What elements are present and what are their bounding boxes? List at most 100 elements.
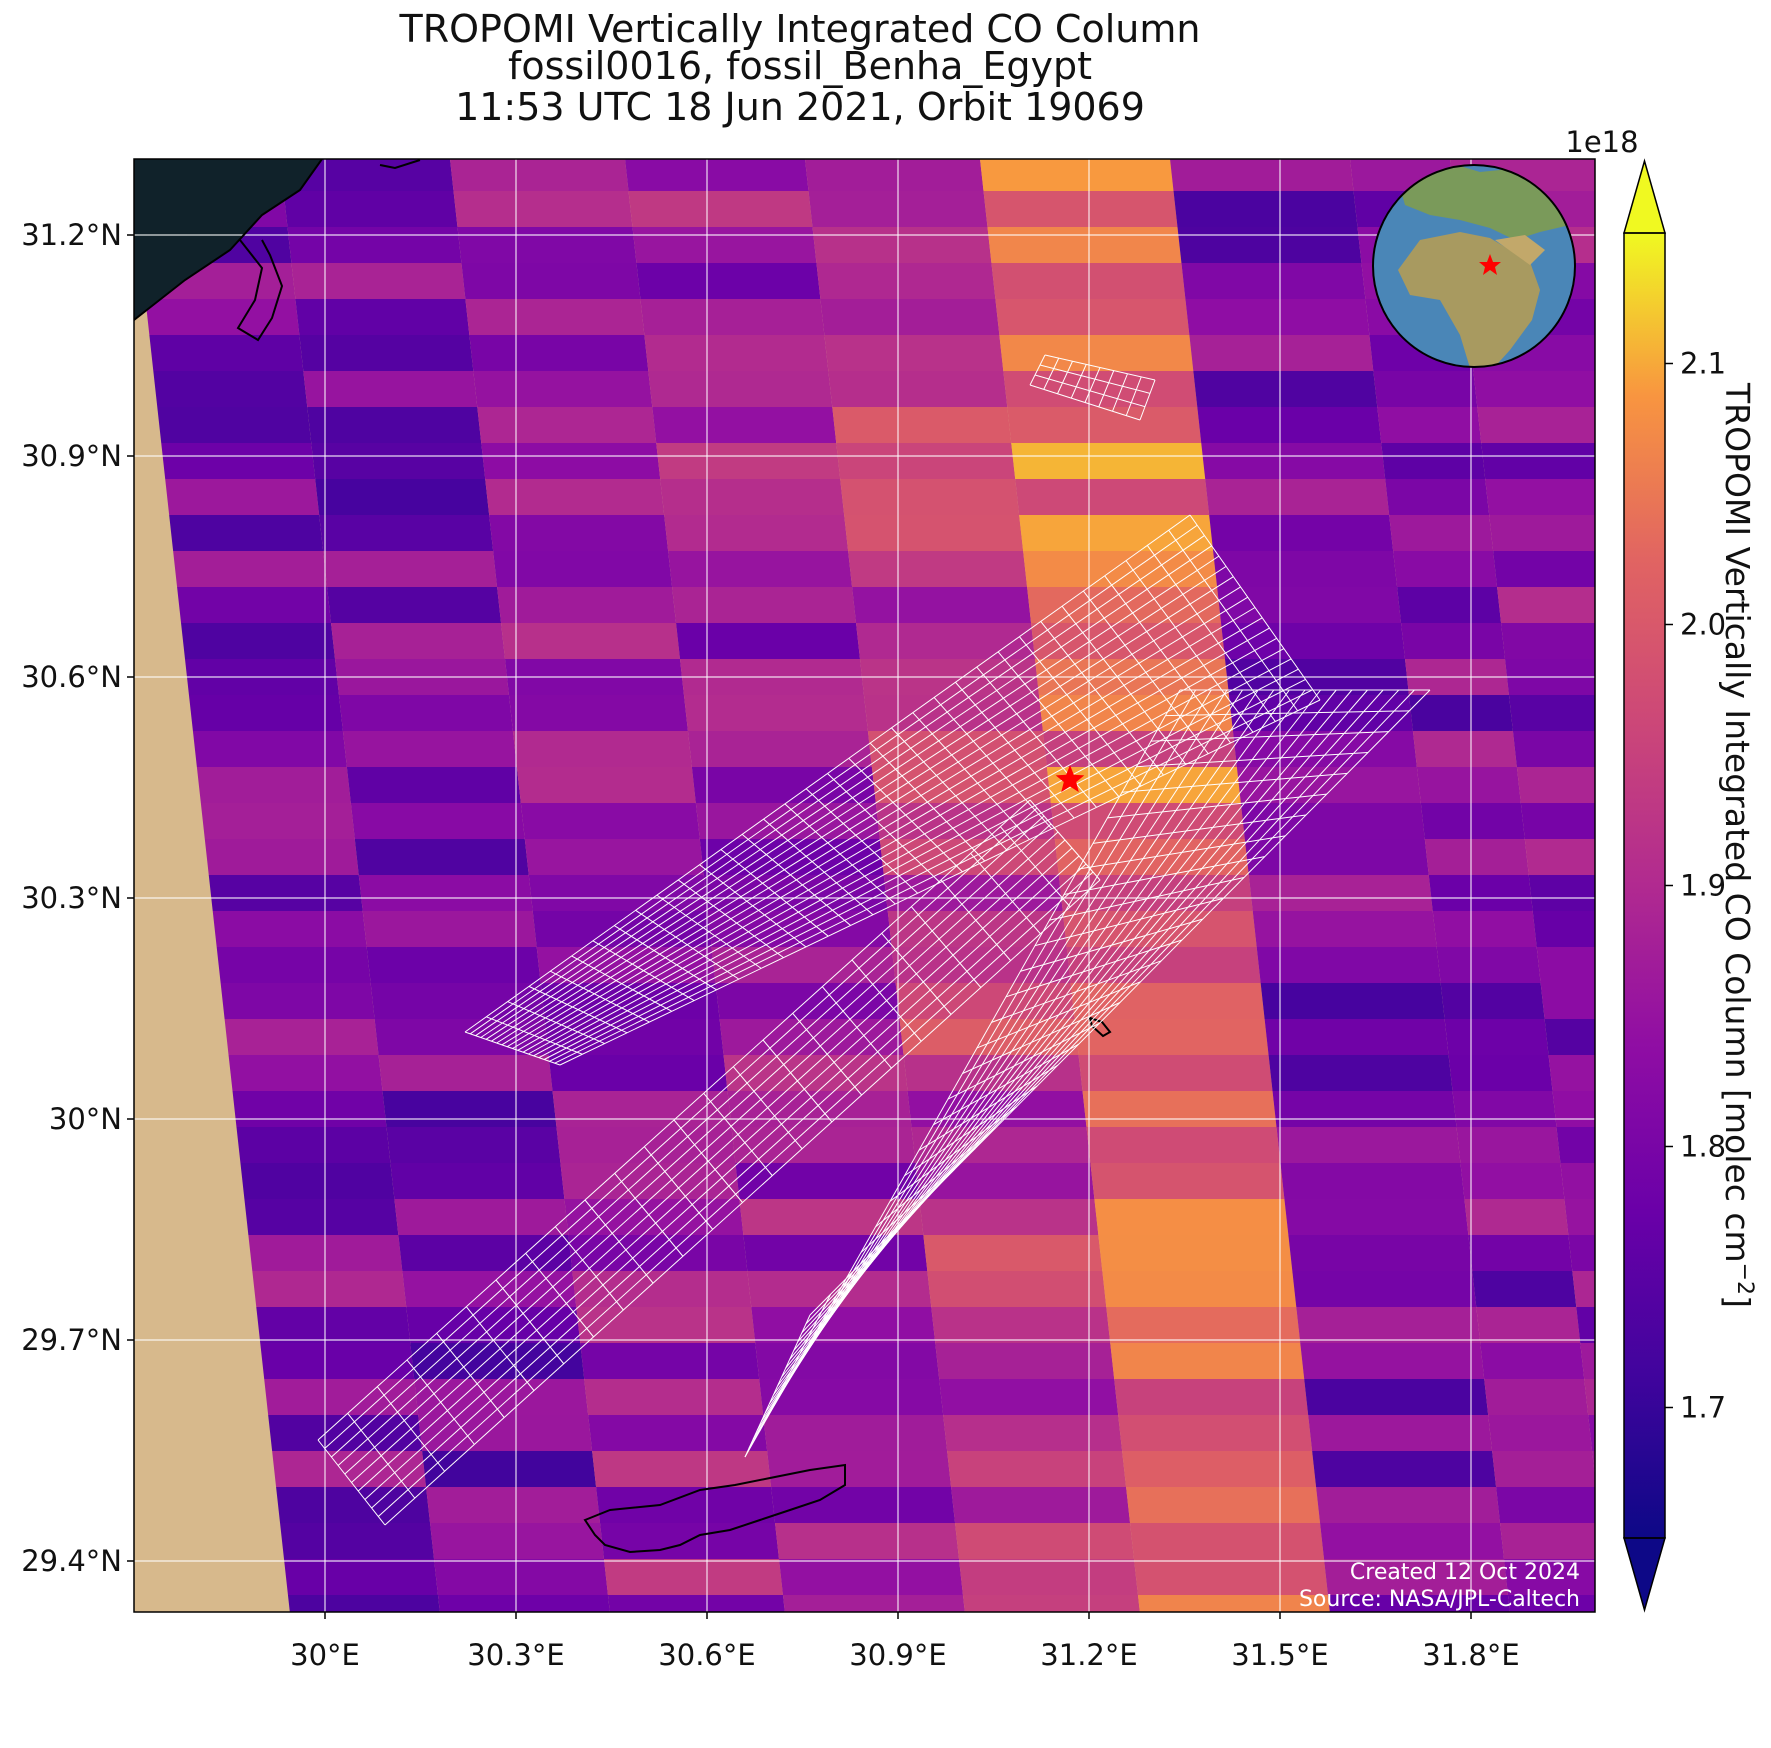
swath-pixel [805, 159, 984, 191]
swath-pixel [256, 1307, 411, 1343]
swath-pixel [1452, 1091, 1557, 1127]
swath-pixel [648, 371, 833, 407]
overlay-line [528, 637, 1277, 1055]
swath-pixel [683, 695, 868, 731]
y-tick-label: 30.3°N [21, 881, 122, 915]
swath-pixel [386, 1127, 561, 1163]
y-tick-label: 30°N [49, 1102, 122, 1136]
swath-pixel [1256, 947, 1441, 983]
colorbar-label-end: ] [1718, 1295, 1757, 1308]
swath-pixel [350, 803, 525, 839]
swath-pixel [1484, 1379, 1589, 1415]
swath-pixel [165, 479, 320, 515]
swath-pixel [848, 551, 1028, 587]
swath-pixel [927, 1271, 1107, 1307]
swath-pixel [1489, 515, 1595, 551]
map-area [126, 119, 1771, 1631]
swath-pixel [153, 371, 308, 407]
overlay-line [554, 689, 1313, 1064]
swath-pixel [477, 407, 657, 443]
overlay-line [501, 586, 1241, 1046]
x-tick-label: 31.2°E [1040, 1638, 1137, 1672]
swath-pixel [1508, 695, 1595, 731]
coastline-north [379, 159, 421, 170]
colorbar-tick-label: 1.7 [1680, 1391, 1726, 1425]
swath-pixel [1532, 911, 1595, 947]
overlay-line [1057, 361, 1073, 394]
swath-pixel [1397, 587, 1502, 623]
swath-pixel [1094, 1199, 1289, 1235]
swath-pixel [621, 119, 805, 155]
colorbar-tick-label: 1.9 [1680, 869, 1726, 903]
swath-pixel [173, 551, 328, 587]
swath-pixel [1217, 587, 1402, 623]
swath-pixel [481, 443, 661, 479]
swath-pixel [883, 875, 1063, 911]
swath-pixel [731, 1127, 916, 1163]
swath-pixel [1327, 1595, 1510, 1612]
swath-pixel [1516, 767, 1595, 803]
swath-pixel [291, 263, 466, 299]
swath-pixel [1268, 1055, 1453, 1091]
swath-pixel [767, 1451, 952, 1487]
overlay-line [317, 799, 1031, 1441]
swath-pixel [812, 227, 992, 263]
swath-pixel [1007, 407, 1202, 443]
swath-pixel [856, 623, 1035, 659]
swath-pixel [1122, 1451, 1317, 1487]
swath-pixel [279, 159, 454, 191]
swath-pixel [871, 767, 1051, 803]
swath-pixel [524, 839, 704, 875]
title-line-3: 11:53 UTC 18 Jun 2021, Orbit 19069 [455, 85, 1145, 129]
swath-pixel [983, 191, 1178, 227]
swath-pixel [224, 1019, 379, 1055]
swath-pixel [212, 911, 367, 947]
swath-pixel [1448, 1055, 1553, 1091]
overlay-line [1139, 379, 1156, 421]
swath-pixel [604, 1559, 783, 1595]
swath-pixel [1472, 1271, 1577, 1307]
y-tick-label: 31.2°N [21, 218, 122, 252]
swath-pixel [457, 227, 637, 263]
swath-pixel [1385, 479, 1490, 515]
title-line-2: fossil0016, fossil_Benha_Egypt [507, 44, 1093, 88]
swath-pixel [652, 407, 837, 443]
swath-pixel [280, 1523, 434, 1559]
swath-pixel [287, 1595, 440, 1612]
swath-pixel [1576, 1307, 1595, 1343]
swath-pixel [1070, 983, 1265, 1019]
swath-pixel [378, 1055, 553, 1091]
swath-pixel [852, 587, 1032, 623]
swath-pixel [252, 1271, 407, 1307]
swath-pixel [283, 191, 458, 227]
swath-pixel [1428, 875, 1533, 911]
swath-pixel [980, 159, 1174, 191]
swath-pixel [126, 119, 280, 155]
swath-pixel [1260, 983, 1445, 1019]
arabia-shape [1495, 235, 1545, 265]
overlay-line [496, 576, 1234, 1044]
swath-pixel [560, 1163, 740, 1199]
swath-pixel [1608, 1595, 1771, 1631]
overlay-line [1039, 364, 1151, 394]
swath-pixel [434, 1559, 608, 1595]
swath-pixel [1193, 371, 1378, 407]
overlay-line [331, 815, 1045, 1458]
swath-pixel [1468, 1235, 1573, 1271]
overlay-line [1034, 374, 1146, 408]
overlay-line [1029, 354, 1046, 386]
swath-pixel [1189, 335, 1374, 371]
colorbar-label: TROPOMI Vertically Integrated CO Column … [1718, 382, 1757, 1308]
swath-pixel [1401, 623, 1505, 659]
swath-pixel [828, 371, 1008, 407]
swath-pixel [1480, 1343, 1585, 1379]
swath-pixel [1248, 875, 1433, 911]
swath-pixel [943, 1415, 1123, 1451]
swath-pixel [1373, 371, 1478, 407]
swath-pixel [976, 119, 1170, 155]
overlay-line [1070, 364, 1087, 399]
swath-pixel [1082, 1091, 1277, 1127]
overlay-line [1112, 373, 1128, 412]
swath-pixel [1106, 1307, 1301, 1343]
